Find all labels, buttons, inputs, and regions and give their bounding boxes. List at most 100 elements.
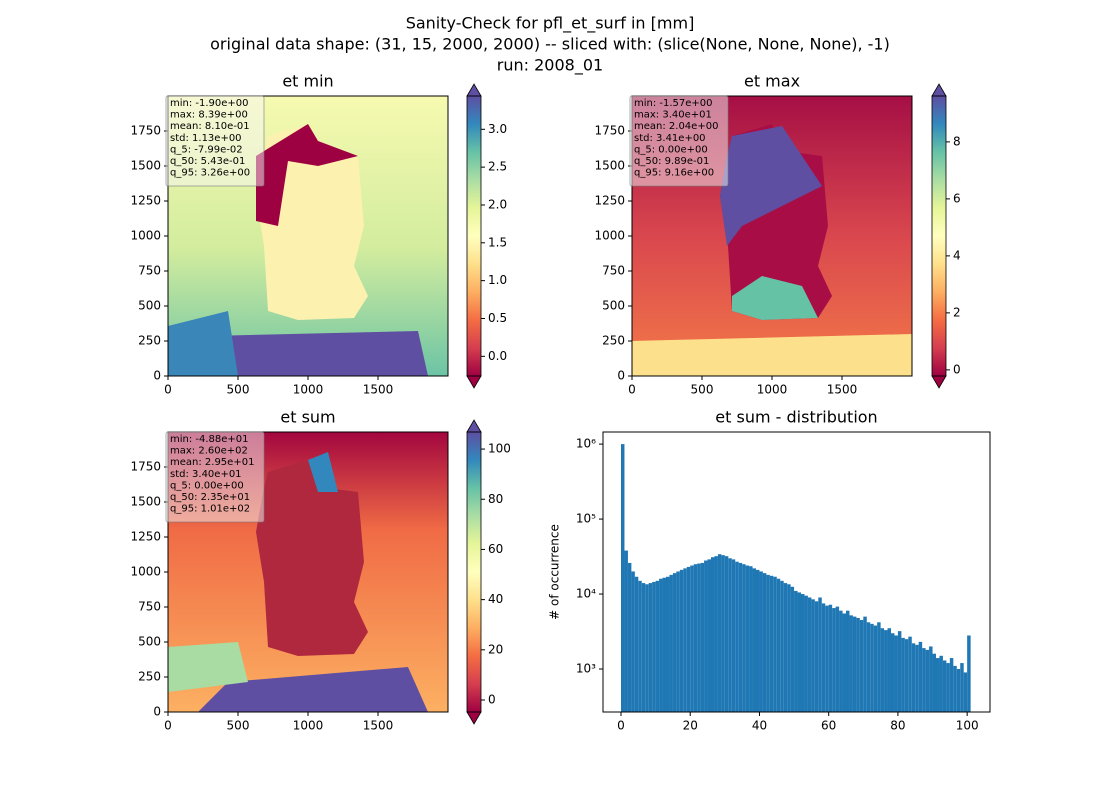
stats-line: q_95: 3.26e+00 — [170, 168, 250, 179]
colorbar-tick-label: 20 — [488, 642, 503, 656]
x-tick-label: 0 — [628, 383, 636, 397]
histogram-bar — [925, 649, 930, 712]
histogram-bar — [846, 610, 850, 712]
histogram-bar — [711, 557, 715, 712]
x-tick-label: 500 — [691, 383, 714, 397]
x-tick-label: 0 — [164, 719, 172, 733]
histogram-bar — [828, 604, 833, 712]
histogram-bar — [870, 623, 874, 712]
colorbar — [467, 96, 481, 376]
colorbar-tick-label: 1.0 — [488, 273, 507, 287]
histogram-bar — [877, 622, 881, 712]
histogram-bar — [852, 616, 857, 712]
y-tick-label: 1000 — [130, 229, 161, 243]
histogram-bar — [769, 575, 774, 712]
histogram-bar — [679, 569, 684, 712]
y-tick-label: 10³ — [576, 662, 596, 676]
x-tick-label: 1500 — [827, 383, 858, 397]
colorbar-frame — [466, 431, 482, 713]
figure-title: Sanity-Check for pfl_et_surf in [mm] — [406, 14, 695, 34]
y-tick-label: 0 — [153, 705, 161, 719]
histogram-bar — [700, 562, 705, 712]
colorbar-extend — [931, 375, 947, 389]
histogram-bar — [918, 641, 923, 712]
histogram-bar — [794, 590, 798, 712]
stats-box — [165, 431, 265, 523]
histogram-bar — [745, 565, 750, 712]
figure-subtitle: run: 2008_01 — [497, 56, 603, 76]
y-tick-label: 1000 — [130, 565, 161, 579]
colorbar-tick-label: 6 — [953, 191, 961, 205]
colorbar-extend — [466, 83, 482, 97]
x-tick-label: 80 — [890, 719, 905, 733]
histogram-bar — [672, 573, 677, 712]
histogram-bar — [645, 584, 649, 712]
y-tick-label: 1750 — [594, 124, 625, 138]
histogram-bar — [887, 628, 891, 712]
colorbar-tick-label: 0.5 — [488, 311, 507, 325]
stats-line: q_50: 2.35e+01 — [170, 492, 250, 503]
stats-line: q_95: 9.16e+00 — [634, 168, 714, 179]
stats-line: std: 3.41e+00 — [634, 133, 706, 144]
image — [168, 432, 448, 712]
y-tick-label: 1750 — [130, 124, 161, 138]
histogram-bar — [801, 594, 805, 712]
x-tick-label: 1000 — [293, 719, 324, 733]
y-tick-label: 1500 — [594, 159, 625, 173]
histogram-bar — [624, 550, 628, 712]
stats-line: max: 3.40e+01 — [634, 110, 712, 121]
histogram-bar — [749, 566, 753, 712]
stats-box — [165, 95, 265, 187]
histogram-bar — [942, 660, 947, 712]
y-tick-label: 250 — [138, 334, 161, 348]
histogram-bar — [832, 608, 836, 712]
histogram-bar — [922, 648, 926, 712]
histogram-bar — [849, 615, 853, 712]
stats-line: mean: 2.04e+00 — [634, 121, 718, 132]
histogram-bar — [638, 580, 642, 712]
stats-line: q_50: 9.89e-01 — [634, 156, 709, 167]
histogram-bar — [811, 599, 815, 712]
histogram-bar — [960, 663, 964, 712]
stats-line: q_95: 1.01e+02 — [170, 504, 250, 515]
y-tick-label: 250 — [138, 670, 161, 684]
x-tick-label: 1500 — [363, 719, 394, 733]
stats-line: q_50: 5.43e-01 — [170, 156, 245, 167]
y-tick-label: 10⁵ — [576, 512, 596, 526]
histogram-bar — [953, 665, 957, 712]
x-tick-label: 20 — [683, 719, 698, 733]
histogram-bar — [742, 564, 746, 712]
histogram-bar — [724, 556, 729, 712]
x-tick-label: 60 — [821, 719, 836, 733]
stats-line: min: -1.90e+00 — [170, 98, 249, 109]
stats-box — [629, 95, 729, 187]
y-tick-label: 500 — [138, 635, 161, 649]
colorbar-tick-label: 0 — [488, 693, 496, 707]
stats-line: q_5: -7.99e-02 — [170, 144, 243, 155]
colorbar-tick-label: 0 — [953, 362, 961, 376]
histogram-bar — [936, 658, 940, 712]
y-tick-label: 1750 — [130, 460, 161, 474]
histogram-bar — [634, 576, 639, 712]
histogram-bar — [897, 631, 902, 712]
y-tick-label: 750 — [602, 264, 625, 278]
x-tick-label: 500 — [227, 383, 250, 397]
image-region — [256, 460, 368, 656]
histogram-bar — [752, 568, 756, 712]
histogram-bar — [669, 574, 673, 712]
histogram-bar — [904, 639, 909, 712]
stats-line: q_5: 0.00e+00 — [170, 480, 244, 491]
stats-line: std: 3.40e+01 — [170, 469, 242, 480]
colorbar-tick-label: 60 — [488, 542, 503, 556]
image-region — [308, 452, 338, 492]
y-tick-label: 1250 — [130, 194, 161, 208]
histogram-bar — [825, 605, 829, 712]
x-tick-label: 1000 — [293, 383, 324, 397]
histogram-bar — [856, 617, 860, 712]
histogram-bar — [773, 576, 777, 712]
histogram-bar — [762, 573, 767, 712]
histogram-bar — [648, 583, 653, 712]
stats-line: q_5: 0.00e+00 — [634, 144, 708, 155]
stats-line: std: 1.13e+00 — [170, 133, 242, 144]
